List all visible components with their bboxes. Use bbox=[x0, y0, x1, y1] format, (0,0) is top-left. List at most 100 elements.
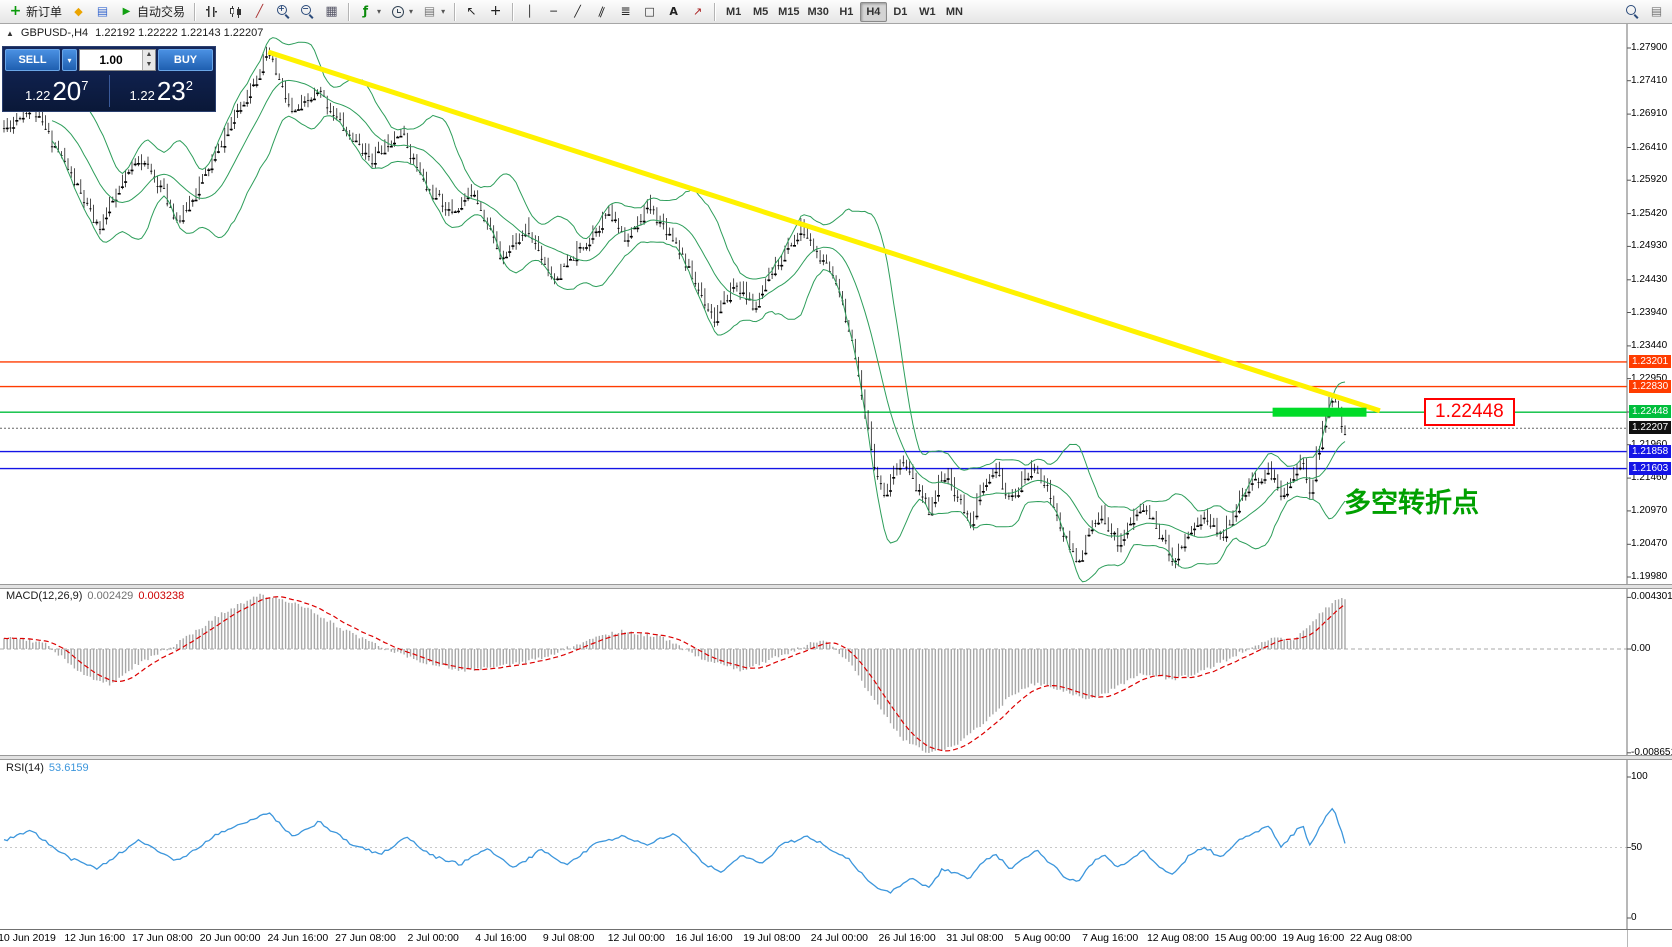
zoom-in-button[interactable]: + bbox=[272, 2, 295, 22]
spinner-down-icon[interactable]: ▼ bbox=[143, 60, 155, 70]
volume-field[interactable]: 1.00 ▲ ▼ bbox=[79, 49, 156, 71]
bar-chart-button[interactable] bbox=[200, 2, 223, 22]
indicators-icon bbox=[358, 4, 373, 19]
hline-price-label: 1.21858 bbox=[1629, 444, 1672, 458]
channel-button[interactable] bbox=[590, 2, 613, 22]
zoom-in-icon: + bbox=[276, 4, 291, 19]
time-label: 16 Jul 16:00 bbox=[675, 932, 733, 944]
fibonacci-button[interactable] bbox=[614, 2, 637, 22]
time-label: 26 Jul 16:00 bbox=[878, 932, 936, 944]
buy-price-display[interactable]: 1.22232 bbox=[110, 78, 214, 105]
candlestick-chart-button[interactable] bbox=[224, 2, 247, 22]
shapes-icon bbox=[642, 4, 657, 19]
sell-price-display[interactable]: 1.22207 bbox=[5, 78, 109, 105]
price-tick: 1.21460 bbox=[1631, 472, 1668, 484]
new-order-button[interactable]: 新订单 bbox=[4, 2, 66, 22]
cursor-icon bbox=[464, 4, 479, 19]
price-tick: 1.21960 bbox=[1631, 439, 1667, 450]
spinner-up-icon[interactable]: ▲ bbox=[143, 50, 155, 60]
crosshair-icon bbox=[488, 4, 503, 19]
macd-name: MACD(12,26,9) bbox=[6, 590, 83, 602]
chart-window-button[interactable] bbox=[67, 2, 90, 22]
toolbar-separator bbox=[194, 2, 196, 21]
hline-price-label: 1.23201 bbox=[1629, 354, 1672, 368]
sell-button[interactable]: SELL bbox=[5, 49, 60, 71]
time-label: 17 Jun 08:00 bbox=[132, 932, 193, 944]
timeframe-m15-button[interactable]: M15 bbox=[774, 2, 803, 22]
breakout-price-tag: 1.22448 bbox=[1424, 398, 1515, 426]
price-axis[interactable]: 1.27900 1.27410 1.26910 1.26410 1.25920 1.254… bbox=[1629, 24, 1672, 947]
price-divider bbox=[108, 75, 110, 107]
text-tool-button[interactable] bbox=[662, 2, 685, 22]
periods-button[interactable]: ▾ bbox=[386, 2, 417, 22]
time-axis[interactable]: 10 Jun 2019 12 Jun 16:00 17 Jun 08:00 20 Ju… bbox=[0, 930, 1627, 947]
sell-price-prefix: 1.22 bbox=[25, 87, 51, 103]
objects-list-button[interactable] bbox=[1645, 2, 1668, 22]
bid-price-label: 1.22207 bbox=[1629, 421, 1672, 435]
time-label: 20 Jun 00:00 bbox=[199, 932, 261, 944]
time-label: 5 Aug 00:00 bbox=[1014, 932, 1071, 944]
chevron-down-icon: ▾ bbox=[441, 7, 446, 16]
timeframe-h1-button[interactable]: H1 bbox=[833, 2, 860, 22]
cursor-button[interactable] bbox=[460, 2, 483, 22]
hline-price-label: 1.22830 bbox=[1629, 379, 1672, 393]
fibonacci-icon bbox=[618, 4, 633, 19]
up-triangle-icon: ▲ bbox=[6, 28, 14, 38]
horizontal-line-button[interactable] bbox=[542, 2, 565, 22]
rsi-tick: 0 bbox=[1631, 912, 1637, 923]
trendline-button[interactable] bbox=[566, 2, 589, 22]
arrows-tool-button[interactable] bbox=[686, 2, 709, 22]
time-label: 19 Jul 08:00 bbox=[743, 932, 801, 944]
timeframe-m30-button[interactable]: M30 bbox=[803, 2, 832, 22]
candles bbox=[2, 46, 1347, 569]
time-label: 2 Jul 00:00 bbox=[407, 932, 459, 944]
ohlc-values: 1.22192 1.22222 1.22143 1.22207 bbox=[95, 27, 264, 39]
time-label: 4 Jul 16:00 bbox=[475, 932, 527, 944]
price-tick: 1.20970 bbox=[1631, 504, 1668, 516]
symbol-period-label: GBPUSD-,H4 bbox=[20, 27, 89, 39]
timeframe-m1-button[interactable]: M1 bbox=[720, 2, 747, 22]
macd-label: MACD(12,26,9) 0.002429 0.003238 bbox=[6, 590, 189, 602]
time-label: 10 Jun 2019 bbox=[0, 932, 56, 944]
templates-button[interactable]: ▾ bbox=[418, 2, 449, 22]
descending-trendline bbox=[267, 49, 1381, 414]
timeframe-d1-button[interactable]: D1 bbox=[887, 2, 914, 22]
panel-divider[interactable] bbox=[0, 584, 1672, 589]
rsi-value: 53.6159 bbox=[48, 762, 89, 774]
channel-icon bbox=[594, 4, 609, 19]
horizontal-line-icon bbox=[546, 4, 561, 19]
bollinger-bands bbox=[51, 37, 1346, 583]
time-label: 9 Jul 08:00 bbox=[542, 932, 595, 944]
timeframe-mn-button[interactable]: MN bbox=[941, 2, 968, 22]
search-button[interactable] bbox=[1621, 2, 1644, 22]
line-chart-button[interactable] bbox=[248, 2, 271, 22]
crosshair-button[interactable] bbox=[484, 2, 507, 22]
symbol-header: ▲ GBPUSD-,H4 1.22192 1.22222 1.22143 1.2… bbox=[6, 27, 263, 39]
autotrading-button[interactable]: 自动交易 bbox=[115, 2, 189, 22]
zoom-out-button[interactable]: − bbox=[296, 2, 319, 22]
sell-price-big: 20 bbox=[52, 75, 82, 106]
clock-icon bbox=[390, 4, 405, 19]
trade-options-dropdown[interactable]: ▾ bbox=[62, 49, 77, 71]
toolbar-separator bbox=[714, 2, 716, 21]
candlestick-icon bbox=[228, 4, 244, 19]
price-tick: 1.20470 bbox=[1631, 538, 1668, 550]
rsi-tick: 50 bbox=[1631, 841, 1643, 853]
indicators-button[interactable]: ▾ bbox=[354, 2, 385, 22]
timeframe-w1-button[interactable]: W1 bbox=[914, 2, 941, 22]
time-label: 24 Jul 00:00 bbox=[810, 932, 868, 944]
timeframe-m5-button[interactable]: M5 bbox=[747, 2, 774, 22]
buy-button[interactable]: BUY bbox=[158, 49, 213, 71]
vertical-line-button[interactable] bbox=[518, 2, 541, 22]
tile-windows-button[interactable] bbox=[320, 2, 343, 22]
toolbar-separator bbox=[512, 2, 514, 21]
shapes-button[interactable] bbox=[638, 2, 661, 22]
panel-divider[interactable] bbox=[0, 755, 1672, 760]
buy-price-big: 23 bbox=[156, 75, 186, 106]
timeframe-h4-button[interactable]: H4 bbox=[859, 1, 887, 22]
data-window-button[interactable] bbox=[91, 2, 114, 22]
toolbar-separator bbox=[348, 2, 350, 21]
